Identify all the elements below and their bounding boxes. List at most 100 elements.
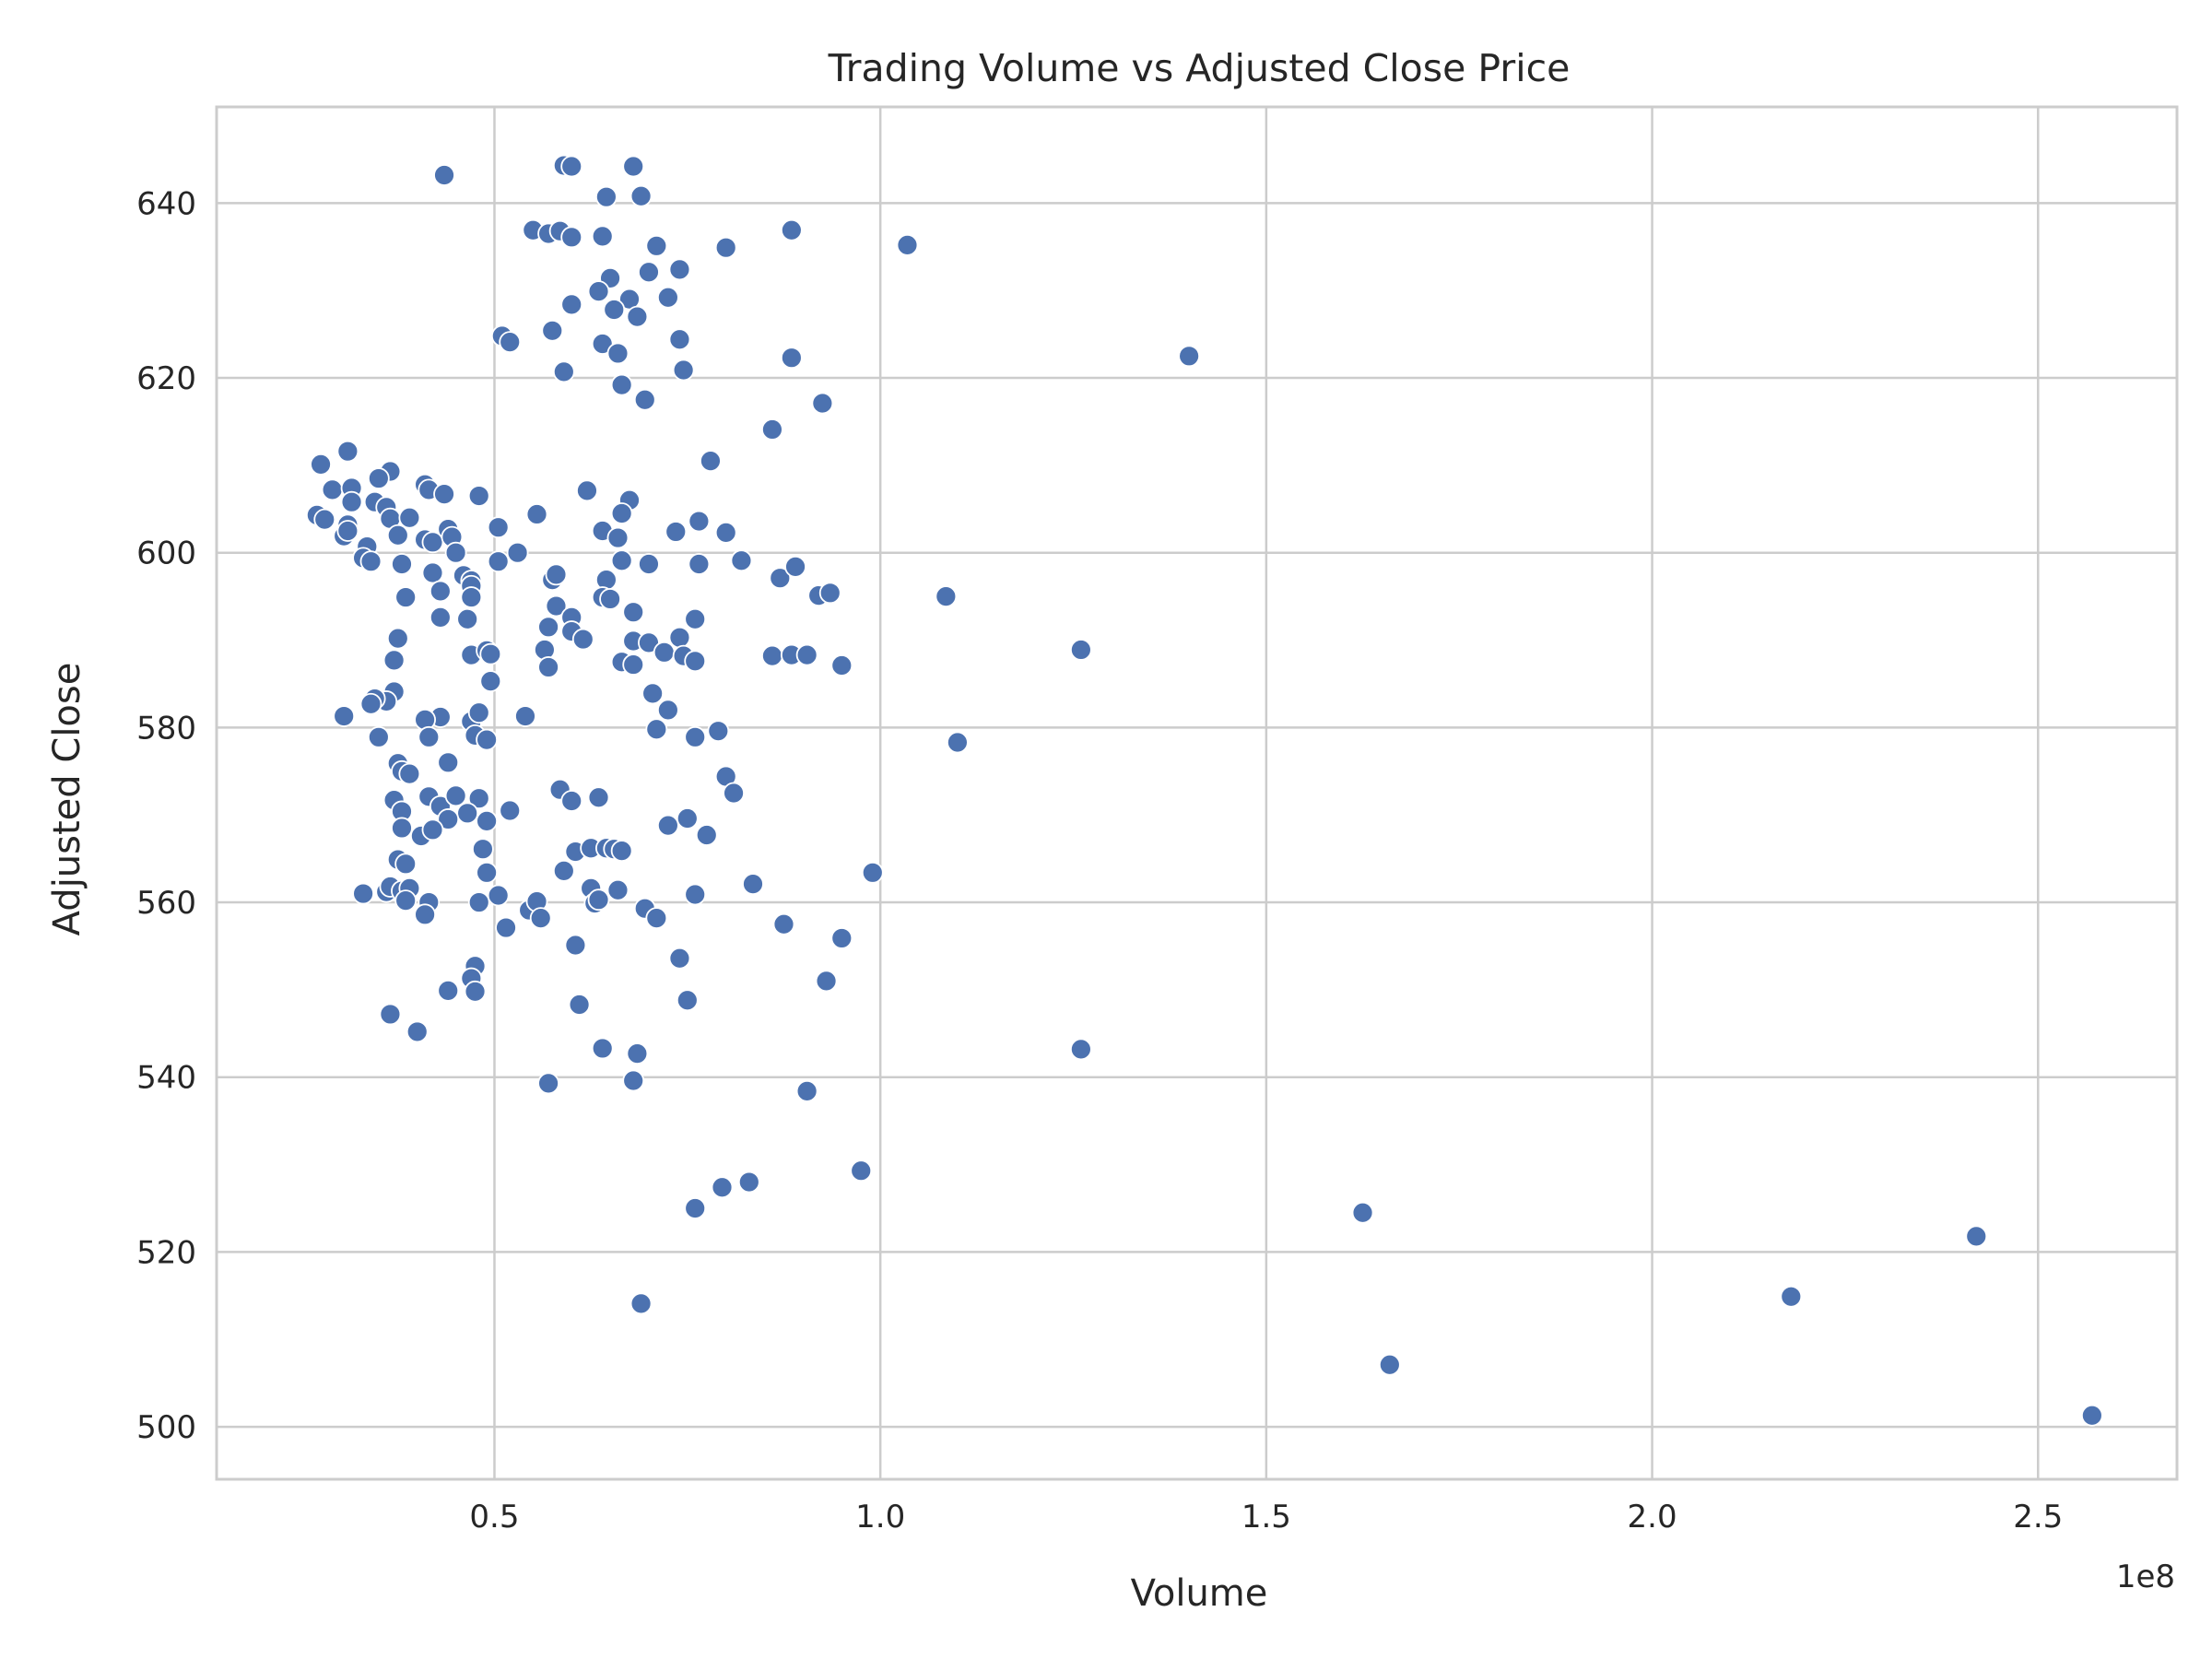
scatter-point: [599, 588, 621, 610]
scatter-point: [394, 853, 418, 876]
scatter-point: [487, 550, 510, 573]
y-tick-label: 600: [136, 535, 196, 572]
scatter-point: [467, 891, 490, 913]
scatter-point: [352, 882, 375, 905]
scatter-point: [769, 567, 792, 590]
scatter-point: [414, 903, 436, 926]
grid-lines: [217, 107, 2177, 1479]
scatter-point: [568, 994, 591, 1016]
scatter-point: [830, 654, 853, 677]
scatter-point: [656, 814, 679, 837]
scatter-point: [780, 347, 803, 370]
scatter-point: [711, 1176, 734, 1199]
scatter-point: [587, 280, 610, 303]
scatter-point: [437, 979, 460, 1002]
y-tick-label: 580: [136, 710, 196, 747]
scatter-point: [336, 520, 359, 542]
scatter-point: [476, 861, 498, 884]
scatter-point: [684, 1197, 707, 1219]
scatter-point: [367, 725, 390, 748]
scatter-point: [429, 606, 452, 629]
scatter-point: [830, 927, 853, 949]
scatter-point: [514, 705, 536, 727]
plot-frame: [215, 105, 2179, 1481]
scatter-point: [622, 653, 645, 676]
scatter-point: [499, 799, 522, 822]
scatter-point: [1069, 639, 1092, 661]
scatter-point: [444, 541, 467, 564]
scatter-point: [603, 299, 626, 321]
scatter-point: [437, 808, 460, 830]
scatter-point: [560, 293, 583, 316]
scatter-point: [560, 790, 583, 812]
scatter-point: [653, 641, 676, 664]
scatter-point: [421, 818, 444, 841]
scatter-point: [560, 155, 583, 178]
scatter-point: [645, 718, 668, 741]
y-axis-label: Adjusted Close: [46, 663, 88, 936]
scatter-point: [861, 861, 884, 884]
scatter-point: [421, 561, 444, 584]
scatter-point: [676, 807, 699, 830]
scatter-point: [476, 809, 498, 832]
scatter-point: [406, 1020, 429, 1043]
y-tick-labels: 500 520 540 560 580 600 620 640: [136, 185, 196, 1446]
scatter-point: [815, 970, 838, 993]
scatter-point: [668, 947, 691, 970]
y-tick-label: 560: [136, 885, 196, 922]
scatter-point: [359, 692, 382, 715]
scatter-point: [571, 628, 594, 651]
scatter-point: [379, 1003, 402, 1026]
scatter-point: [1378, 1353, 1401, 1376]
scatter-point: [684, 725, 707, 748]
scatter-point: [367, 467, 390, 489]
scatter-point: [336, 440, 359, 463]
scatter-point: [456, 607, 479, 630]
scatter-point: [633, 388, 656, 411]
y-tick-label: 640: [136, 185, 196, 222]
scatter-point: [460, 586, 483, 608]
y-tick-label: 540: [136, 1060, 196, 1097]
scatter-point: [2080, 1404, 2103, 1427]
scatter-point: [818, 582, 841, 605]
scatter-point: [313, 508, 336, 531]
x-tick-label: 2.0: [1628, 1499, 1677, 1535]
scatter-point: [382, 649, 406, 672]
scatter-point: [429, 580, 452, 603]
scatter-point: [772, 912, 795, 935]
scatter-point: [606, 878, 629, 901]
scatter-point: [610, 840, 633, 862]
scatter-point: [668, 328, 691, 351]
scatter-point: [668, 626, 691, 649]
scatter-point: [707, 720, 730, 743]
scatter-point: [564, 934, 587, 957]
scatter-point: [476, 728, 498, 751]
scatter-point: [606, 526, 629, 549]
scatter-point: [537, 656, 559, 678]
scatter-point: [935, 585, 958, 608]
scatter-point: [780, 218, 803, 241]
scatter-point: [552, 360, 575, 383]
scatter-point: [714, 236, 737, 259]
scatter-point: [391, 817, 413, 840]
scatter-point: [688, 553, 711, 575]
scatter-point: [545, 563, 568, 586]
scatter-point: [398, 506, 421, 529]
scatter-point: [668, 258, 691, 281]
scatter-point: [896, 233, 919, 256]
scatter-point: [541, 319, 564, 342]
x-tick-labels: 0.5 1.0 1.5 2.0 2.5: [469, 1499, 2063, 1535]
scatter-point: [656, 699, 679, 722]
scatter-point: [761, 418, 783, 441]
scatter-point: [645, 907, 668, 930]
scatter-point: [742, 873, 764, 896]
scatter-point: [688, 510, 711, 533]
scatter-point: [537, 1072, 559, 1095]
scatter-point: [606, 342, 629, 365]
scatter-point: [1178, 345, 1201, 368]
x-axis-offset-label: 1e8: [2116, 1559, 2175, 1595]
scatter-point: [359, 550, 382, 573]
scatter-point: [737, 1171, 760, 1194]
scatter-point: [672, 359, 695, 382]
scatter-point: [784, 555, 806, 578]
